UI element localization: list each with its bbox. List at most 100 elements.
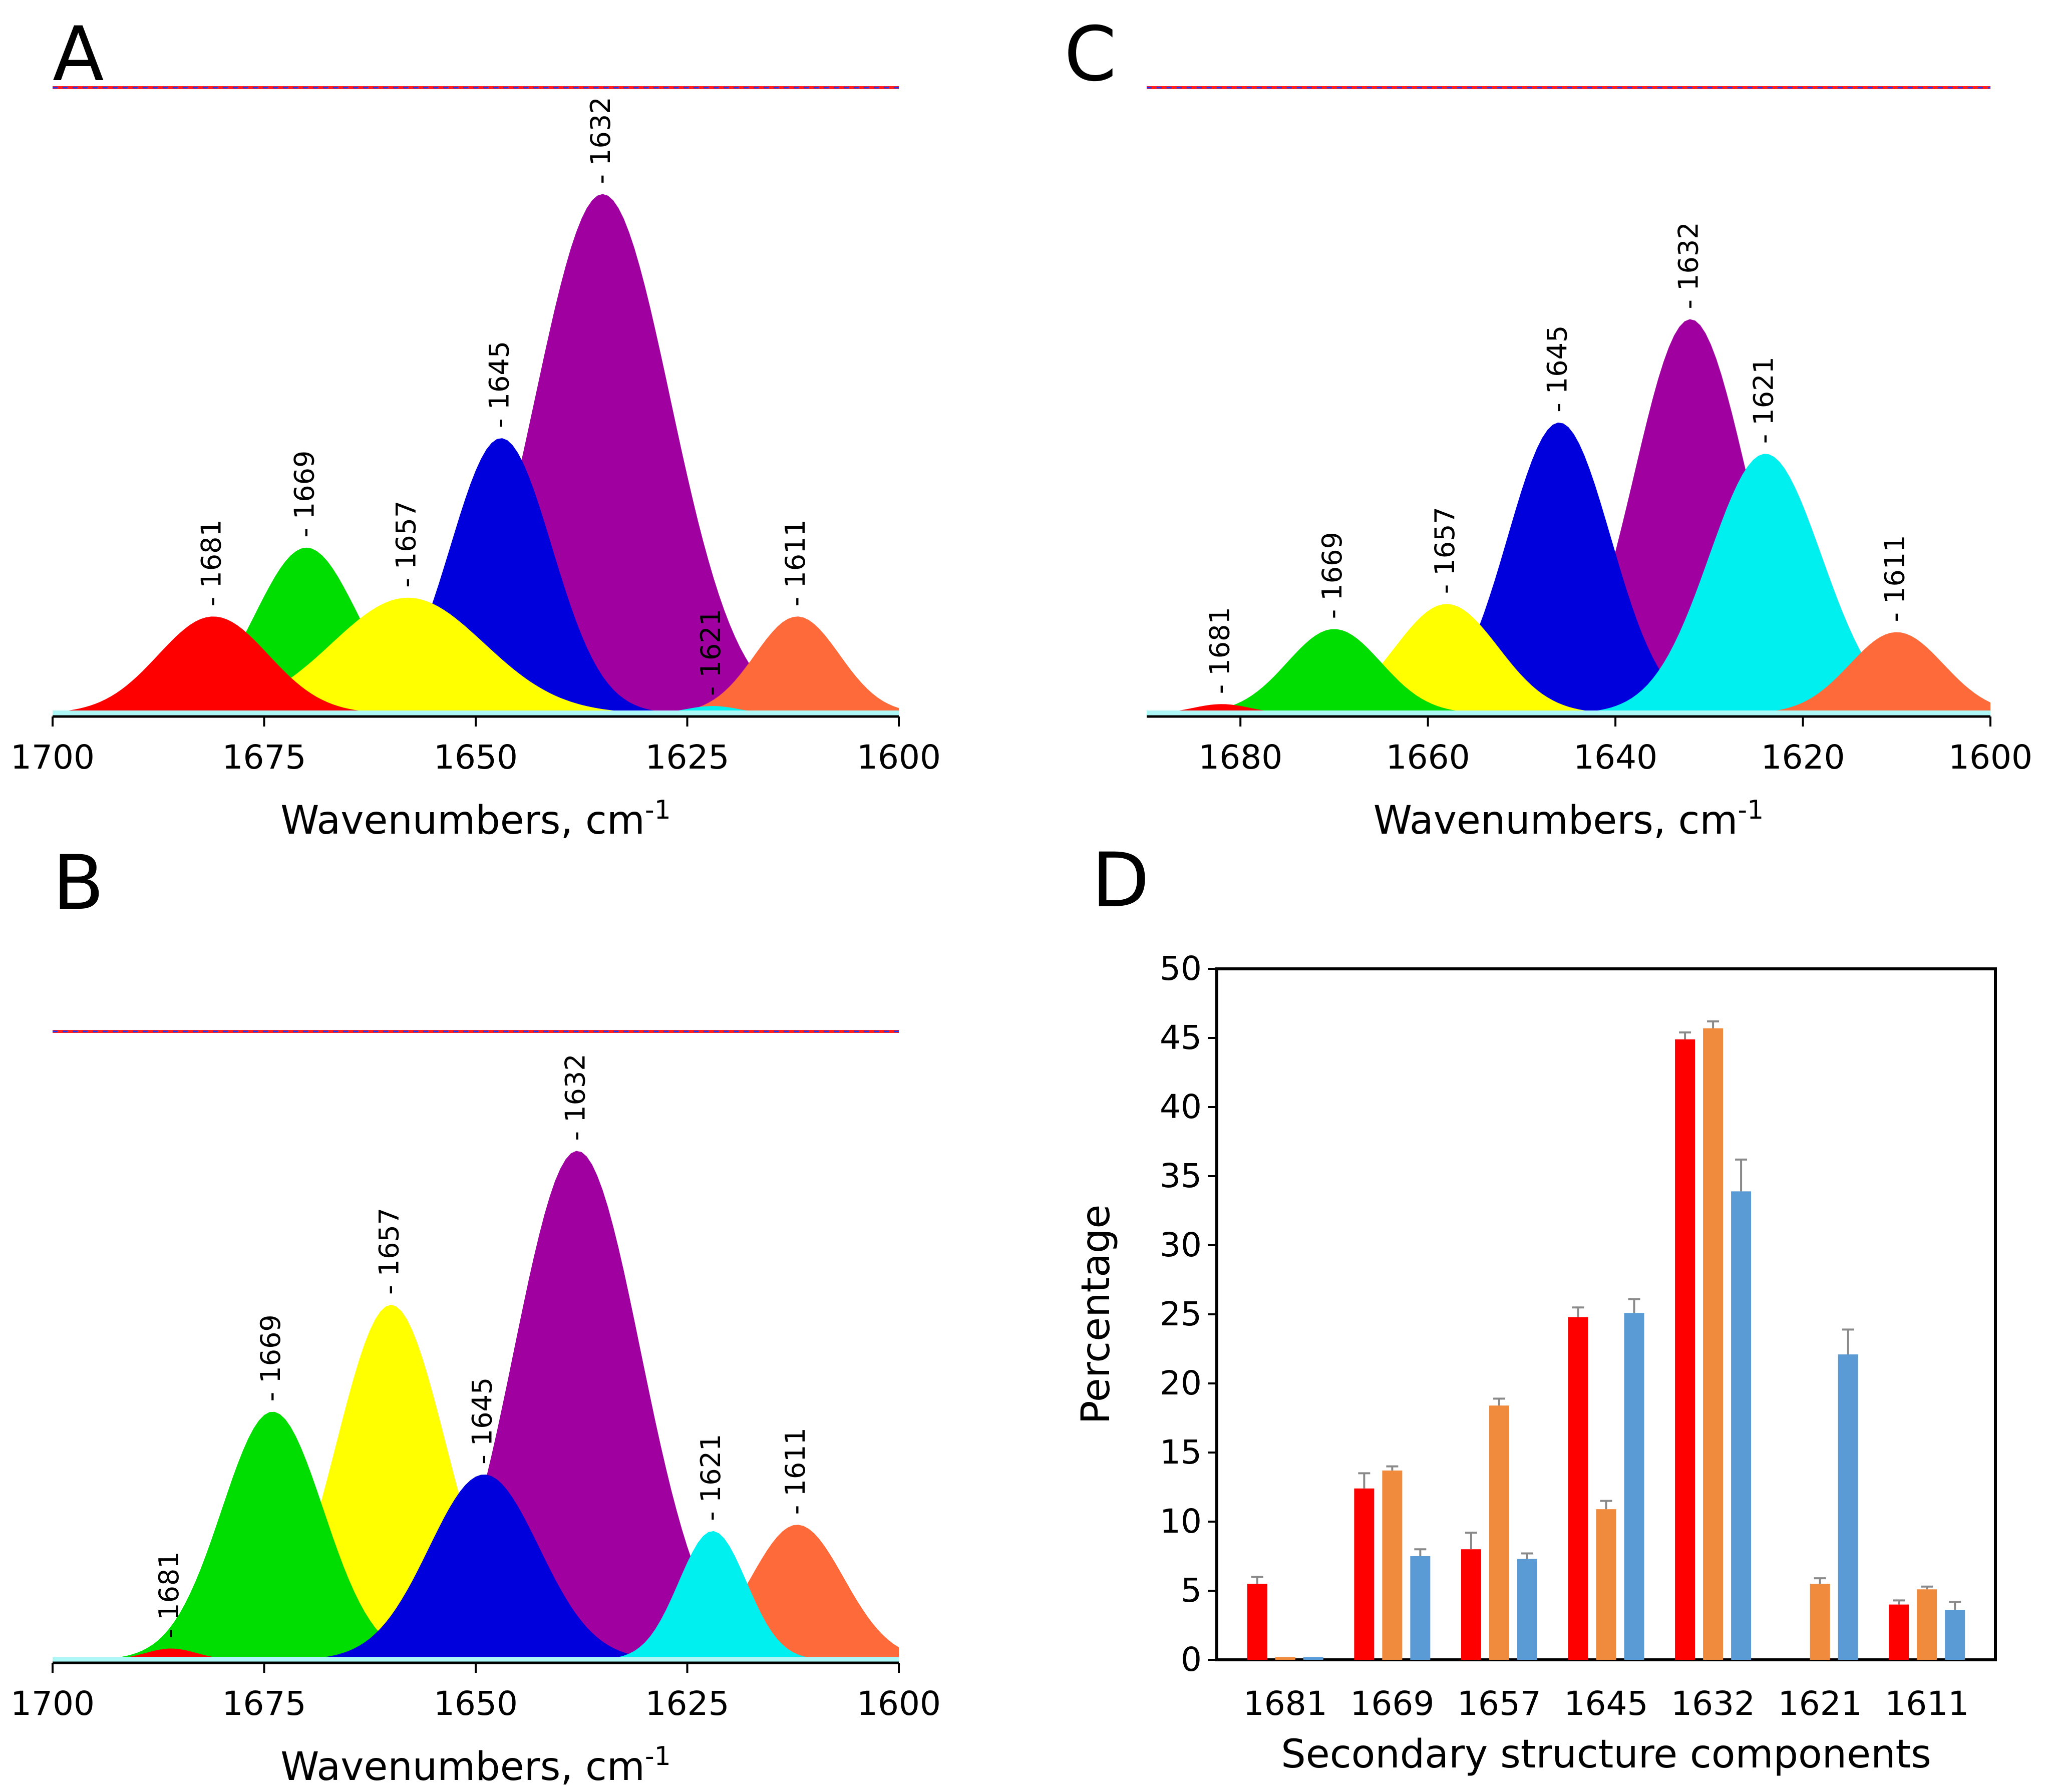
y-tick-label: 40 xyxy=(1160,1088,1202,1126)
panel-letter: A xyxy=(53,11,104,98)
panel-c: C 1680 1660 1640 1620 1600 Wavenumbers, cm-1 - … xyxy=(1064,11,2032,843)
peak-label-1669: - 1669 xyxy=(289,451,320,538)
x-tick-label: 1600 xyxy=(857,738,941,777)
x-tick-label: 1600 xyxy=(1948,738,2032,777)
x-axis-title-superscript: -1 xyxy=(645,1741,671,1771)
y-tick-label: 30 xyxy=(1160,1226,1202,1264)
peak-1669-area xyxy=(53,1411,899,1660)
x-axis-title-main: Wavenumbers, cm xyxy=(280,798,645,843)
panel-letter: D xyxy=(1092,837,1150,924)
peak-label-1669: - 1669 xyxy=(1316,532,1348,619)
peak-label-1669: - 1669 xyxy=(255,1314,286,1401)
baseline-band xyxy=(1147,710,1990,715)
x-category-label: 1657 xyxy=(1457,1684,1541,1723)
panel-letter: C xyxy=(1064,11,1117,98)
bar-1611-A xyxy=(1889,1604,1909,1660)
peak-1611-area xyxy=(53,1525,899,1660)
bar-1632-C xyxy=(1731,1191,1752,1660)
y-tick-label: 20 xyxy=(1160,1364,1202,1402)
x-category-label: 1669 xyxy=(1350,1684,1434,1723)
peak-label-1632: - 1632 xyxy=(559,1053,591,1141)
bar-1657-B xyxy=(1489,1405,1509,1660)
peak-label-1645: - 1645 xyxy=(467,1377,498,1465)
peak-1669-area xyxy=(1147,629,1990,713)
y-tick-label: 50 xyxy=(1160,949,1202,988)
x-category-label: 1681 xyxy=(1243,1684,1327,1723)
peak-label-1621: - 1621 xyxy=(695,1434,727,1521)
x-category-label: 1645 xyxy=(1564,1684,1648,1723)
x-category-label: 1611 xyxy=(1885,1684,1969,1723)
bar-1632-B xyxy=(1703,1028,1724,1660)
x-axis-title: Wavenumbers, cm-1 xyxy=(1374,795,1764,843)
peak-1611-area xyxy=(1147,632,1990,713)
bar-1681-B xyxy=(1275,1657,1295,1660)
x-tick-label: 1640 xyxy=(1573,738,1657,777)
x-category-label: 1632 xyxy=(1671,1684,1755,1723)
peak-1657-area xyxy=(53,597,899,713)
peak-1681-area xyxy=(53,616,899,713)
bar-1621-B xyxy=(1810,1584,1830,1660)
x-tick-label: 1675 xyxy=(222,1684,306,1723)
x-axis-title-main: Wavenumbers, cm xyxy=(1374,798,1738,843)
bar-1669-B xyxy=(1382,1470,1403,1660)
x-tick-label: 1625 xyxy=(645,738,730,777)
peak-1611-area xyxy=(53,616,899,713)
x-tick-label: 1675 xyxy=(222,738,306,777)
x-tick-label: 1650 xyxy=(434,1684,518,1723)
peak-label-1611: - 1611 xyxy=(780,519,811,606)
peak-label-1611: - 1611 xyxy=(1879,535,1910,622)
peak-label-1657: - 1657 xyxy=(1429,507,1461,594)
bar-1611-C xyxy=(1945,1610,1965,1660)
y-tick-label: 15 xyxy=(1160,1433,1202,1472)
peak-1632-area xyxy=(53,194,899,713)
peak-label-1632: - 1632 xyxy=(585,97,616,184)
peak-1645-area xyxy=(53,1475,899,1660)
peak-label-1611: - 1611 xyxy=(780,1427,811,1515)
x-axis-title: Wavenumbers, cm-1 xyxy=(280,795,670,843)
peak-label-1645: - 1645 xyxy=(1541,325,1573,413)
x-axis-title: Wavenumbers, cm-1 xyxy=(280,1741,670,1789)
baseline-band xyxy=(53,1657,899,1662)
x-tick-label: 1650 xyxy=(434,738,518,777)
peak-label-1621: - 1621 xyxy=(695,609,727,696)
y-tick-label: 45 xyxy=(1160,1018,1202,1057)
x-tick-label: 1620 xyxy=(1761,738,1845,777)
bar-1681-C xyxy=(1303,1657,1323,1660)
y-tick-label: 25 xyxy=(1160,1295,1202,1333)
x-tick-label: 1660 xyxy=(1386,738,1470,777)
bar-1632-A xyxy=(1675,1039,1695,1660)
y-tick-label: 5 xyxy=(1181,1571,1202,1610)
bar-1645-B xyxy=(1596,1509,1616,1660)
bar-1681-A xyxy=(1247,1584,1267,1660)
y-tick-label: 10 xyxy=(1160,1502,1202,1541)
peak-label-1632: - 1632 xyxy=(1673,222,1704,309)
x-tick-label: 1600 xyxy=(857,1684,941,1723)
x-axis-title-superscript: -1 xyxy=(1738,795,1764,825)
peak-label-1681: - 1681 xyxy=(196,519,227,606)
panel-a: A 1700 1675 1650 1625 1600 Wavenumbers, cm-1 - … xyxy=(11,11,941,843)
peak-label-1681: - 1681 xyxy=(153,1551,185,1638)
bar-1645-C xyxy=(1624,1313,1644,1660)
baseline-band xyxy=(53,710,899,715)
x-tick-label: 1625 xyxy=(645,1684,730,1723)
peak-label-1657: - 1657 xyxy=(390,501,422,588)
peak-1645-area xyxy=(1147,422,1990,713)
x-tick-label: 1700 xyxy=(11,738,95,777)
y-tick-label: 35 xyxy=(1160,1157,1202,1195)
y-tick-label: 0 xyxy=(1181,1640,1202,1679)
peak-label-1657: - 1657 xyxy=(374,1208,405,1295)
peak-label-1645: - 1645 xyxy=(483,341,515,428)
peak-1645-area xyxy=(53,438,899,713)
bar-1621-C xyxy=(1838,1354,1858,1660)
bar-1611-B xyxy=(1917,1589,1937,1660)
panel-letter: B xyxy=(53,840,104,927)
x-axis-title: Secondary structure components xyxy=(1281,1732,1931,1777)
panel-d: D 0 5 10 15 20 25 30 35 40 45 50 1681 1669 1657 1645 163… xyxy=(1074,837,1997,1777)
peak-1621-area xyxy=(53,1531,899,1660)
panel-b: B 1700 1675 1650 1625 1600 Wavenumbers, cm-1 - … xyxy=(11,840,941,1789)
bar-1657-A xyxy=(1461,1549,1481,1660)
x-axis-title-superscript: -1 xyxy=(645,795,671,825)
bar-1669-C xyxy=(1410,1556,1431,1660)
peak-1621-area xyxy=(1147,454,1990,713)
